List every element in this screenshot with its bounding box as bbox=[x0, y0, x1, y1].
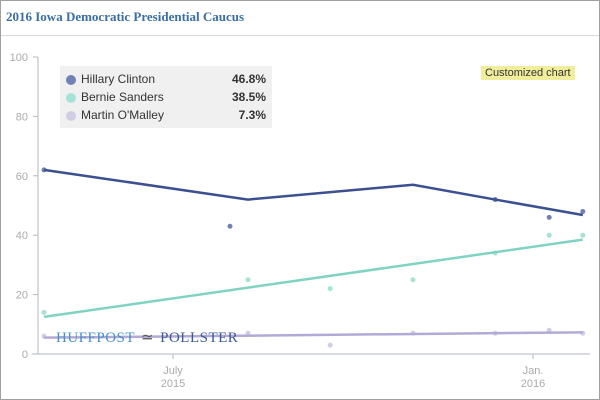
y-tick-label: 0 bbox=[22, 349, 28, 361]
poll-point-1[interactable] bbox=[41, 309, 47, 315]
trend-line-2[interactable] bbox=[43, 331, 583, 339]
poll-point-1[interactable] bbox=[546, 232, 552, 238]
y-tick-label: 100 bbox=[10, 52, 28, 64]
logo-right: POLLSTER bbox=[160, 330, 239, 346]
poll-point-0[interactable] bbox=[546, 214, 552, 220]
poll-point-0[interactable] bbox=[580, 208, 586, 214]
legend-value: 7.3% bbox=[238, 108, 266, 122]
poll-point-1[interactable] bbox=[580, 232, 586, 238]
x-tick-label: 2015 bbox=[161, 378, 185, 390]
legend-value: 38.5% bbox=[231, 90, 266, 104]
legend-label: Martin O'Malley bbox=[81, 108, 164, 122]
logo-left: HUFFPOST bbox=[56, 330, 136, 346]
legend: Hillary Clinton 46.8% Bernie Sanders 38.5%… bbox=[60, 66, 272, 128]
x-tick-label: 2016 bbox=[521, 378, 545, 390]
trend-line-0[interactable] bbox=[43, 168, 584, 217]
poll-point-1[interactable] bbox=[245, 277, 251, 283]
legend-label: Bernie Sanders bbox=[81, 90, 164, 104]
legend-item-omalley[interactable]: Martin O'Malley 7.3% bbox=[66, 107, 266, 125]
customized-chart-badge: Customized chart bbox=[481, 66, 575, 80]
huffpost-pollster-logo: HUFFPOST ≃ POLLSTER bbox=[56, 328, 238, 347]
legend-item-clinton[interactable]: Hillary Clinton 46.8% bbox=[66, 71, 266, 89]
y-tick-label: 40 bbox=[16, 230, 28, 242]
header-divider bbox=[1, 35, 599, 36]
omalley-swatch-icon bbox=[66, 111, 76, 121]
chart-title: 2016 Iowa Democratic Presidential Caucus bbox=[6, 9, 245, 24]
poll-point-0[interactable] bbox=[227, 223, 233, 229]
poll-point-1[interactable] bbox=[327, 286, 333, 292]
x-tick-label: Jan. bbox=[523, 365, 544, 377]
x-tick-label: July bbox=[163, 365, 183, 377]
poll-point-2[interactable] bbox=[327, 342, 333, 348]
y-tick-label: 20 bbox=[16, 290, 28, 302]
y-tick-label: 80 bbox=[16, 111, 28, 123]
trend-line-1[interactable] bbox=[43, 238, 583, 319]
sanders-swatch-icon bbox=[66, 93, 76, 103]
poll-point-1[interactable] bbox=[410, 277, 416, 283]
legend-label: Hillary Clinton bbox=[81, 72, 156, 86]
clinton-swatch-icon bbox=[66, 75, 76, 85]
y-tick-label: 60 bbox=[16, 171, 28, 183]
legend-value: 46.8% bbox=[231, 72, 266, 86]
pen-swoosh-icon: ≃ bbox=[141, 330, 155, 346]
legend-item-sanders[interactable]: Bernie Sanders 38.5% bbox=[66, 89, 266, 107]
